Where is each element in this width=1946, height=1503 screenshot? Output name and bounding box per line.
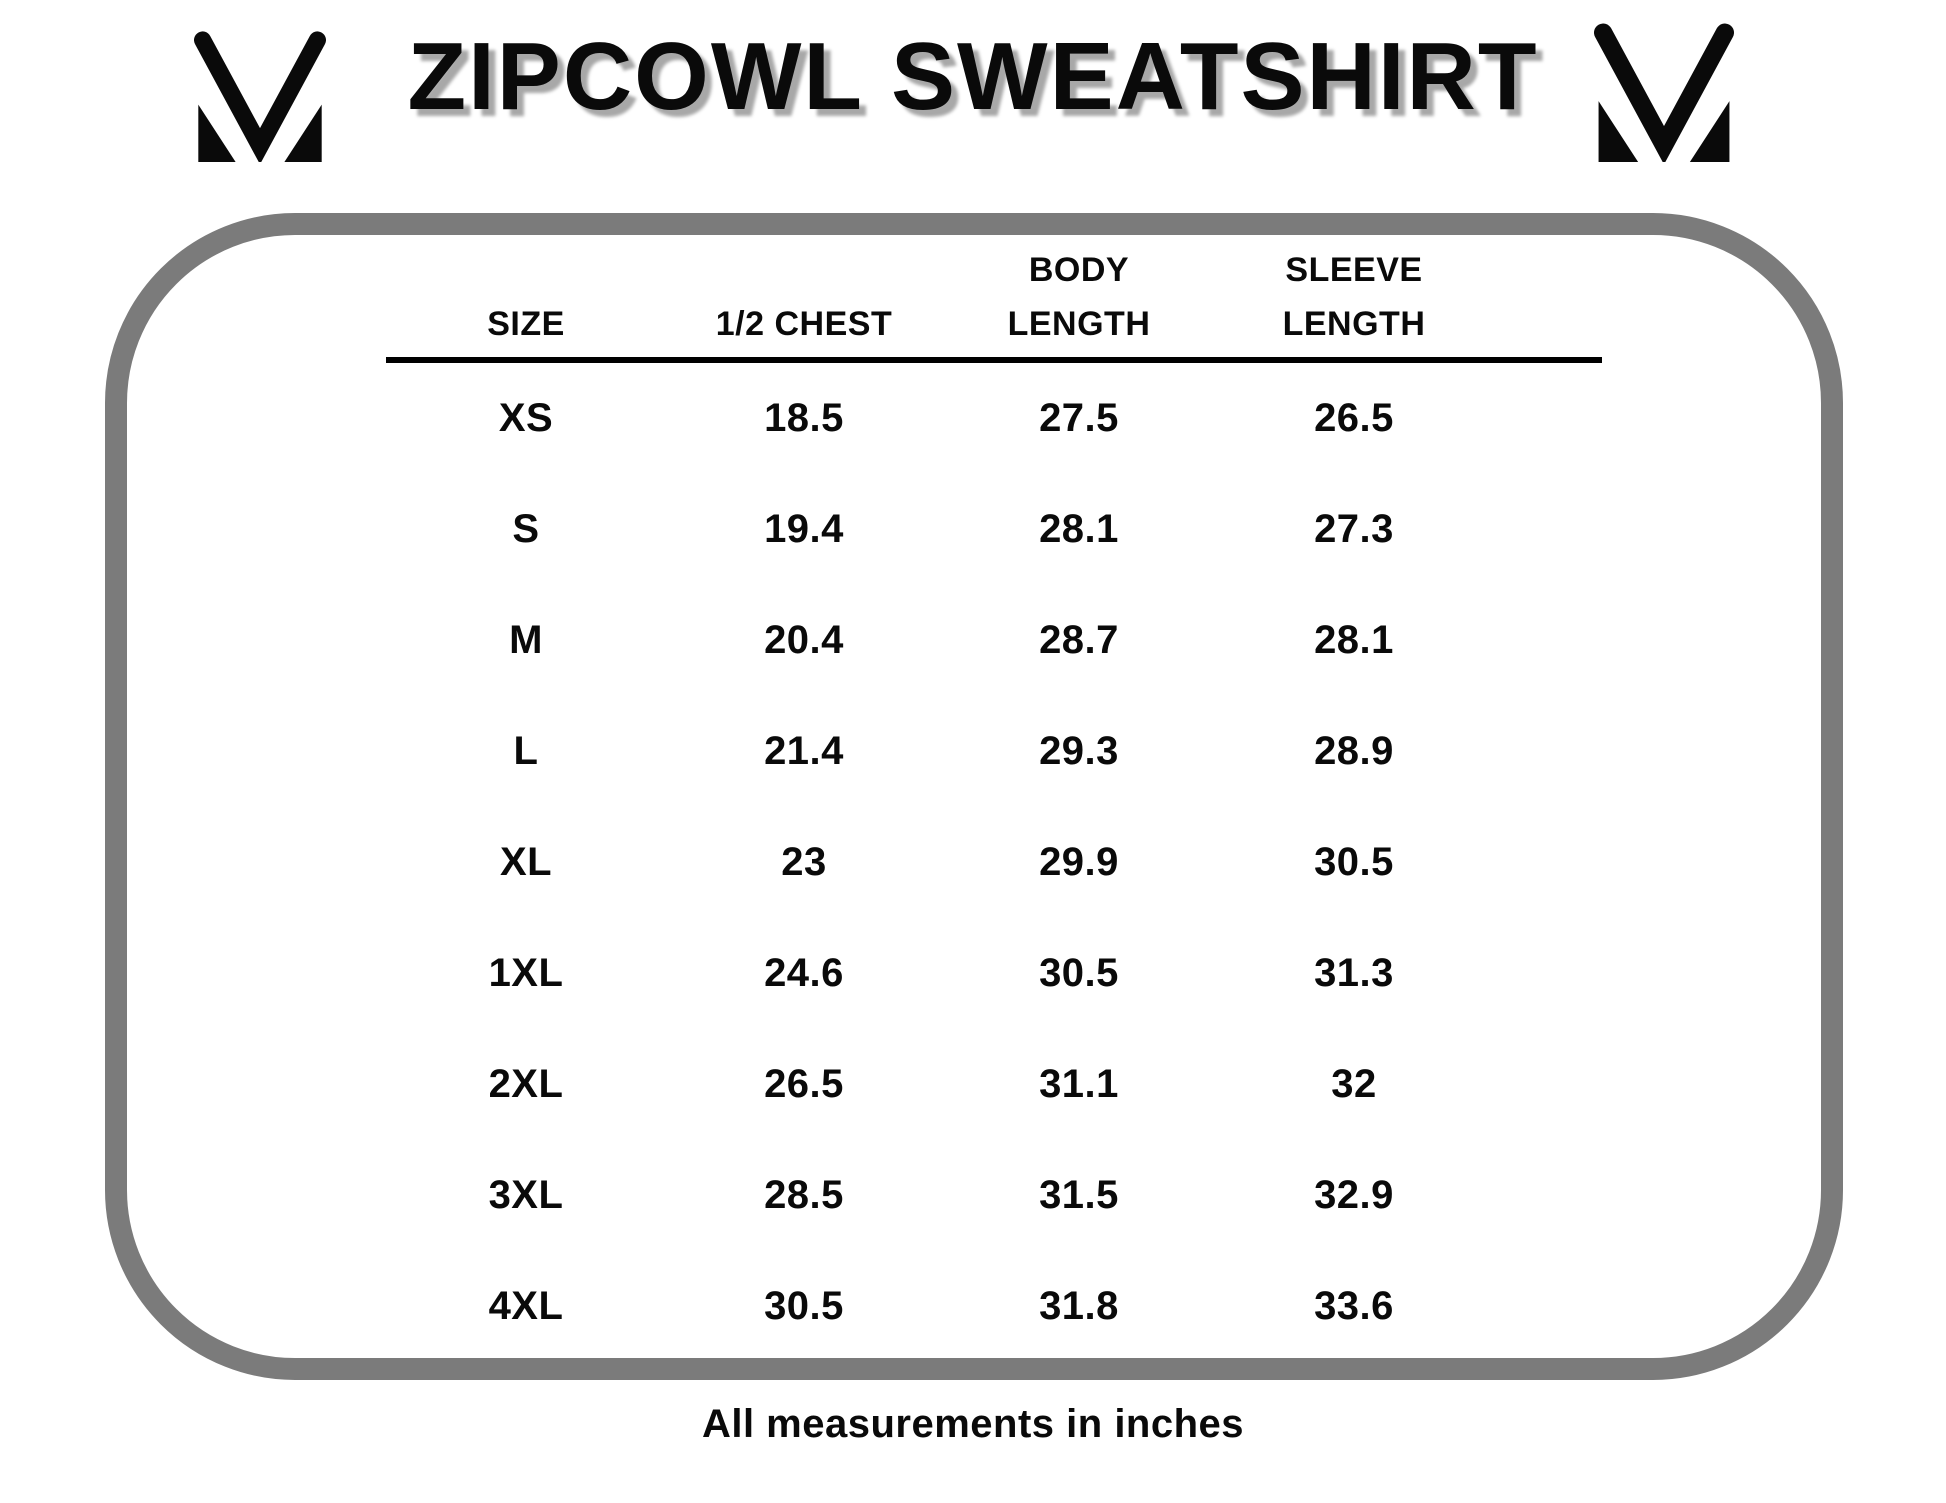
measurements-note: All measurements in inches	[701, 1402, 1245, 1446]
cell-half-chest: 19.4	[764, 507, 844, 551]
brand-logo-left	[186, 30, 334, 162]
table-row: 4XL 30.5 31.8 33.6	[386, 1251, 1602, 1362]
cell-body-length: 29.3	[1039, 729, 1119, 773]
cell-size: XS	[498, 396, 554, 440]
cell-sleeve-length: 28.1	[1314, 618, 1394, 662]
cell-sleeve-length: 31.3	[1314, 951, 1394, 995]
cell-size: XL	[499, 840, 553, 884]
column-header-sleeve-length: SLEEVE LENGTH	[1282, 251, 1426, 343]
cell-half-chest: 30.5	[764, 1284, 844, 1328]
cell-body-length: 27.5	[1039, 396, 1119, 440]
cell-size: M	[509, 618, 543, 662]
cell-size: 2XL	[488, 1062, 564, 1106]
column-header-size: SIZE	[487, 305, 565, 343]
table-header-row: SIZE 1/2 CHEST BODY LENGTH SLEEVE LENGTH	[386, 243, 1602, 357]
cell-body-length: 31.1	[1039, 1062, 1119, 1106]
cell-sleeve-length: 32.9	[1314, 1173, 1394, 1217]
cell-half-chest: 18.5	[764, 396, 844, 440]
cell-size: S	[512, 507, 540, 551]
cell-size: L	[513, 729, 539, 773]
page-title: ZIPCOWL SWEATSHIRT	[407, 23, 1539, 130]
table-row: M 20.4 28.7 28.1	[386, 585, 1602, 696]
cell-half-chest: 26.5	[764, 1062, 844, 1106]
table-row: L 21.4 29.3 28.9	[386, 696, 1602, 807]
table-row: XS 18.5 27.5 26.5	[386, 363, 1602, 474]
table-row: S 19.4 28.1 27.3	[386, 474, 1602, 585]
brand-logo-right	[1580, 22, 1748, 162]
table-row: 3XL 28.5 31.5 32.9	[386, 1140, 1602, 1251]
m-monogram-icon	[1594, 23, 1734, 162]
cell-sleeve-length: 28.9	[1314, 729, 1394, 773]
cell-half-chest: 23	[781, 840, 827, 884]
cell-half-chest: 21.4	[764, 729, 844, 773]
table-row: XL 23 29.9 30.5	[386, 807, 1602, 918]
column-header-half-chest: 1/2 CHEST	[715, 305, 893, 343]
cell-body-length: 28.1	[1039, 507, 1119, 551]
header-divider	[386, 357, 1602, 363]
cell-sleeve-length: 27.3	[1314, 507, 1394, 551]
size-chart-panel	[105, 213, 1843, 1380]
cell-body-length: 29.9	[1039, 840, 1119, 884]
cell-size: 1XL	[488, 951, 564, 995]
cell-size: 3XL	[488, 1173, 564, 1217]
cell-sleeve-length: 33.6	[1314, 1284, 1394, 1328]
cell-sleeve-length: 32	[1331, 1062, 1377, 1106]
cell-body-length: 31.8	[1039, 1284, 1119, 1328]
cell-sleeve-length: 30.5	[1314, 840, 1394, 884]
cell-body-length: 30.5	[1039, 951, 1119, 995]
cell-half-chest: 24.6	[764, 951, 844, 995]
cell-size: 4XL	[488, 1284, 564, 1328]
cell-body-length: 31.5	[1039, 1173, 1119, 1217]
table-row: 1XL 24.6 30.5 31.3	[386, 918, 1602, 1029]
cell-half-chest: 20.4	[764, 618, 844, 662]
table-row: 2XL 26.5 31.1 32	[386, 1029, 1602, 1140]
cell-body-length: 28.7	[1039, 618, 1119, 662]
column-header-body-length: BODY LENGTH	[1007, 251, 1151, 343]
size-table: SIZE 1/2 CHEST BODY LENGTH SLEEVE LENGTH…	[386, 243, 1602, 1362]
cell-half-chest: 28.5	[764, 1173, 844, 1217]
cell-sleeve-length: 26.5	[1314, 396, 1394, 440]
m-monogram-icon	[194, 31, 326, 162]
